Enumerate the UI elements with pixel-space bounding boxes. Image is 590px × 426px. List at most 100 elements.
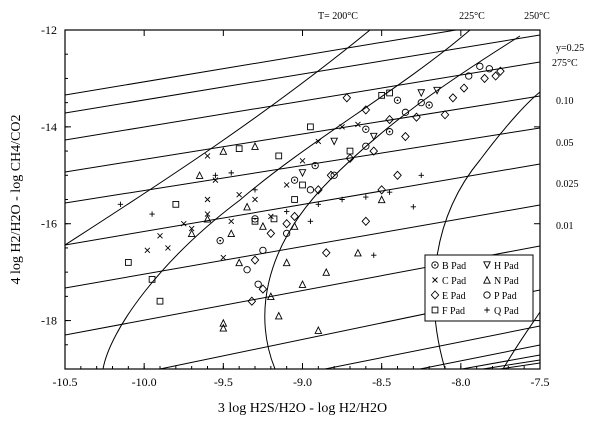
data-point xyxy=(204,153,211,159)
data-point xyxy=(386,189,393,195)
legend-label: C Pad xyxy=(442,276,466,287)
data-point xyxy=(353,248,362,257)
data-point xyxy=(266,292,275,301)
x-axis-title: 3 log H2S/H2O - log H2/H2O xyxy=(218,401,387,416)
data-point xyxy=(330,171,338,179)
marker-shape xyxy=(401,131,410,142)
marker-shape xyxy=(371,252,377,258)
marker-shape xyxy=(342,93,352,103)
marker-shape xyxy=(314,185,323,195)
marker-dot xyxy=(388,130,391,133)
marker-shape xyxy=(425,101,433,109)
marker-shape xyxy=(219,318,228,327)
marker-shape xyxy=(386,189,393,195)
data-point xyxy=(377,185,386,195)
data-point xyxy=(247,296,257,306)
data-point xyxy=(361,216,371,226)
y-ratio-label: 0.10 xyxy=(556,96,574,107)
data-point xyxy=(252,187,258,193)
legend-marker xyxy=(483,261,491,270)
marker-shape xyxy=(188,225,195,232)
data-point xyxy=(369,132,378,141)
data-point xyxy=(165,245,171,251)
marker-shape xyxy=(433,86,442,95)
legend-label: N Pad xyxy=(494,276,519,287)
marker-shape xyxy=(401,108,410,116)
marker-shape xyxy=(270,215,278,223)
marker-shape xyxy=(321,248,331,258)
marker-shape xyxy=(355,121,361,128)
y-ratio-label: 0.01 xyxy=(556,221,574,232)
marker-shape xyxy=(417,98,425,107)
data-point xyxy=(212,177,219,183)
data-point xyxy=(156,297,164,305)
data-point xyxy=(282,258,291,267)
marker-shape xyxy=(311,161,319,170)
data-point xyxy=(228,218,235,225)
reference-line xyxy=(65,61,540,141)
data-point xyxy=(378,92,386,99)
data-point xyxy=(401,108,410,116)
data-point xyxy=(243,266,251,274)
data-point xyxy=(235,145,243,153)
data-point xyxy=(417,98,425,107)
data-point xyxy=(299,157,306,164)
marker-shape xyxy=(346,147,354,155)
legend-label: P Pad xyxy=(494,291,517,302)
legend-marker xyxy=(432,277,438,283)
y-tick-label: -12 xyxy=(41,23,57,37)
marker-shape xyxy=(322,267,331,276)
data-point xyxy=(433,86,442,95)
data-point xyxy=(195,171,204,179)
legend-box xyxy=(424,254,534,322)
data-point xyxy=(401,131,410,142)
data-point xyxy=(448,93,458,103)
marker-shape xyxy=(235,145,243,153)
marker-shape xyxy=(393,170,402,180)
marker-shape xyxy=(412,112,421,122)
marker-shape xyxy=(274,311,283,320)
data-point xyxy=(254,280,262,288)
marker-shape xyxy=(307,123,314,131)
data-point xyxy=(342,93,352,103)
marker-shape xyxy=(432,277,438,283)
y-ratio-label: 0.025 xyxy=(556,179,579,190)
marker-shape xyxy=(306,186,315,194)
data-point xyxy=(266,228,276,239)
data-point xyxy=(252,196,258,203)
data-point xyxy=(204,211,211,217)
marker-shape xyxy=(219,146,228,155)
marker-shape xyxy=(228,170,234,176)
legend: B Pad H Pad C Pad N Pad E Pad P Pad F Pad Q Pad xyxy=(424,254,534,322)
data-point xyxy=(393,170,402,180)
data-point xyxy=(355,121,361,128)
marker-shape xyxy=(431,306,439,314)
y-ratio-label: 0.05 xyxy=(556,138,574,149)
marker-shape xyxy=(212,177,219,183)
data-point xyxy=(459,83,469,93)
marker-shape xyxy=(465,72,473,80)
data-point xyxy=(117,201,124,208)
isotherm-curve xyxy=(264,35,521,369)
data-point xyxy=(330,137,339,146)
data-point xyxy=(417,89,426,98)
marker-shape xyxy=(203,214,212,223)
marker-shape xyxy=(410,204,417,210)
data-point xyxy=(227,229,236,238)
marker-shape xyxy=(236,191,242,198)
marker-shape xyxy=(476,62,484,70)
data-point xyxy=(258,221,267,230)
data-point xyxy=(345,153,355,163)
marker-shape xyxy=(283,182,290,188)
marker-shape xyxy=(254,280,262,288)
temperature-label: 275°C xyxy=(552,58,578,69)
marker-shape xyxy=(362,142,370,150)
data-point xyxy=(290,211,299,222)
marker-shape xyxy=(418,172,424,178)
data-point xyxy=(124,259,132,266)
data-point xyxy=(485,65,493,73)
labels-layer: 3 log H2S/H2O - log H2/H2O 4 log H2/H2O -… xyxy=(9,11,584,416)
marker-shape xyxy=(459,83,469,93)
marker-shape xyxy=(307,218,314,224)
marker-shape xyxy=(377,195,386,204)
